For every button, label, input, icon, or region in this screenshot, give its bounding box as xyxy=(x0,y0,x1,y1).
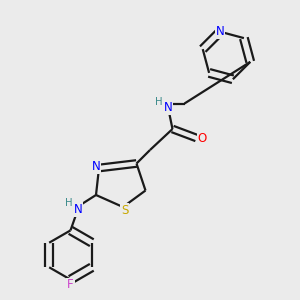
Text: N: N xyxy=(74,202,82,216)
Text: N: N xyxy=(92,160,100,173)
Text: N: N xyxy=(216,25,224,38)
Text: O: O xyxy=(198,131,207,145)
Text: H: H xyxy=(65,198,73,208)
Text: F: F xyxy=(67,278,74,292)
Text: H: H xyxy=(155,97,163,107)
Text: N: N xyxy=(164,100,172,114)
Text: S: S xyxy=(121,203,128,217)
